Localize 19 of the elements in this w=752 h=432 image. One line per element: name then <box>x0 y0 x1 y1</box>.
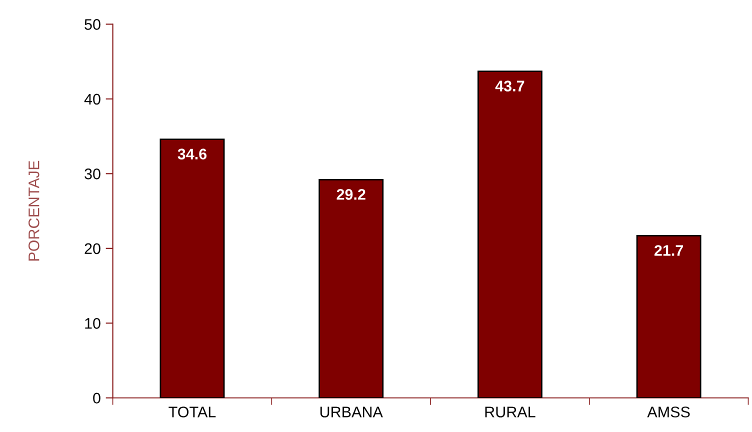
y-tick-label: 30 <box>84 168 100 180</box>
y-tick-label: 0 <box>93 392 100 404</box>
x-tick-label: TOTAL <box>168 406 216 418</box>
data-label: 21.7 <box>654 245 684 256</box>
data-label: 43.7 <box>495 80 524 92</box>
x-tick-label: RURAL <box>485 406 536 418</box>
y-tick-label: 20 <box>84 243 100 254</box>
bar <box>318 178 384 398</box>
y-axis-title: PORCENTAJE <box>28 160 40 261</box>
y-tick-label: 40 <box>84 94 100 105</box>
x-tick-label: URBANA <box>320 406 383 418</box>
bar <box>477 70 542 398</box>
data-label: 29.2 <box>336 189 366 200</box>
x-tick-label: AMSS <box>647 406 690 418</box>
bar <box>636 235 702 398</box>
y-tick-label: 10 <box>85 318 100 329</box>
y-tick-label: 50 <box>84 19 100 30</box>
data-label: 34.6 <box>178 148 207 160</box>
bar <box>160 138 225 398</box>
